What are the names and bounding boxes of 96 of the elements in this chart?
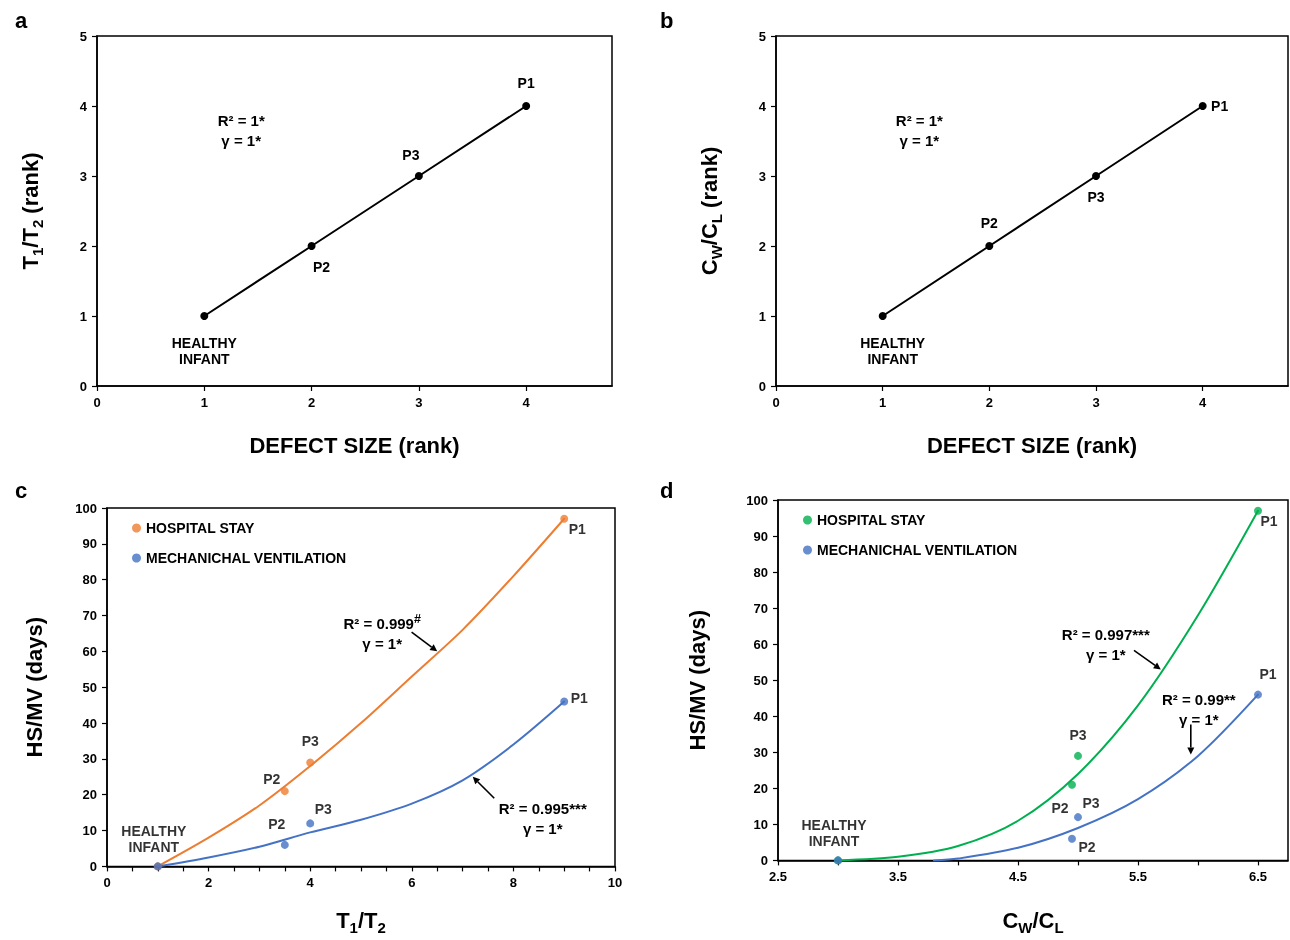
y-tick-label: 30 [753, 744, 768, 760]
legend-label: MECHANICHAL VENTILATION [146, 550, 347, 566]
y-axis-title: CW/CL (rank) [697, 146, 725, 276]
y-tick-label: 50 [753, 672, 768, 688]
y-tick-label: 70 [82, 608, 97, 624]
x-tick-label: 2 [985, 395, 993, 410]
data-label: HEALTHY INFANT [860, 335, 926, 367]
y-tick-label: 20 [82, 787, 97, 803]
y-tick-label: 2 [79, 238, 87, 254]
data-label: P2 [1051, 799, 1069, 816]
x-tick-label: 0 [772, 395, 780, 410]
y-tick-label: 2 [758, 238, 766, 254]
x-tick-label: 8 [509, 875, 518, 891]
legend-label: HOSPITAL STAY [817, 512, 927, 528]
y-tick-label: 5 [758, 28, 766, 44]
x-tick-label: 1 [200, 395, 208, 410]
x-tick-label: 2.5 [768, 869, 788, 885]
y-tick-label: 60 [753, 636, 768, 652]
chart-title: b [660, 7, 674, 33]
data-label: P1 [1260, 512, 1278, 529]
data-label: P2 [263, 771, 281, 788]
y-tick-label: 3 [79, 168, 87, 184]
y-tick-label: 4 [758, 98, 767, 114]
data-label: P3 [1069, 726, 1087, 743]
y-tick-label: 100 [746, 492, 768, 508]
y-tick-label: 50 [82, 679, 97, 695]
x-tick-label: 6.5 [1248, 869, 1268, 885]
y-tick-label: 30 [82, 751, 97, 767]
x-tick-label: 2 [307, 395, 316, 410]
x-tick-label: 4 [1199, 395, 1208, 410]
y-tick-label: 10 [753, 816, 768, 832]
y-tick-label: 80 [753, 564, 768, 580]
y-tick-label: 80 [82, 572, 97, 588]
y-axis-title: HS/MV (days) [684, 609, 710, 751]
chart-title: d [660, 477, 674, 503]
data-label: P2 [313, 259, 331, 275]
legend-label: MECHANICHAL VENTILATION [817, 542, 1018, 558]
data-label: P1 [570, 689, 588, 706]
data-label: HEALTHY INFANT [121, 823, 187, 856]
x-tick-label: 4.5 [1008, 869, 1028, 885]
annotation: R² = 1* γ = 1* [217, 110, 265, 151]
annotation: R² = 0.99** γ = 1* [1161, 690, 1236, 731]
data-label: P2 [1078, 838, 1096, 855]
y-tick-label: 100 [75, 500, 97, 516]
y-tick-label: 70 [753, 600, 768, 616]
chart-title: c [15, 477, 28, 503]
annotation: R² = 0.995*** γ = 1* [498, 798, 587, 839]
chart-title: a [15, 7, 28, 33]
y-tick-label: 5 [79, 28, 87, 44]
y-tick-label: 60 [82, 643, 97, 659]
x-axis-title: DEFECT SIZE (rank) [926, 432, 1138, 458]
x-tick-label: 3.5 [888, 869, 908, 885]
y-axis-title: T1/T2 (rank) [18, 152, 46, 270]
x-tick-label: 2 [204, 875, 213, 891]
data-label: P1 [517, 75, 535, 91]
x-tick-label: 3 [415, 395, 423, 410]
y-tick-label: 20 [753, 780, 768, 796]
y-tick-label: 3 [758, 168, 766, 184]
x-tick-label: 4 [306, 875, 315, 891]
y-tick-label: 1 [79, 308, 87, 324]
y-tick-label: 4 [79, 98, 88, 114]
y-tick-label: 0 [760, 852, 768, 868]
x-tick-label: 5.5 [1128, 869, 1148, 885]
data-label: P3 [1087, 189, 1105, 205]
y-tick-label: 10 [82, 823, 97, 839]
data-label: P2 [980, 215, 999, 231]
x-tick-label: 1 [879, 395, 887, 410]
data-label: P1 [1211, 98, 1229, 114]
data-label: P1 [1259, 665, 1277, 682]
x-tick-label: 3 [1092, 395, 1100, 410]
y-tick-label: 0 [758, 378, 766, 394]
y-tick-label: 1 [758, 308, 766, 324]
y-tick-label: 90 [753, 528, 768, 544]
data-label: P2 [268, 815, 286, 832]
data-label: P3 [301, 733, 319, 750]
x-tick-label: 0 [103, 875, 111, 891]
y-tick-label: 0 [79, 378, 87, 394]
x-tick-label: 6 [408, 875, 416, 891]
data-label: P1 [568, 520, 586, 537]
y-tick-label: 40 [82, 715, 97, 731]
x-tick-label: 10 [607, 875, 623, 891]
data-label: P3 [402, 147, 420, 163]
legend-label: HOSPITAL STAY [146, 520, 256, 536]
data-label: HEALTHY INFANT [171, 335, 238, 367]
y-tick-label: 0 [89, 858, 97, 874]
data-label: P3 [314, 801, 332, 818]
annotation: R² = 1* γ = 1* [895, 110, 943, 151]
annotation: R² = 0.999$^{#}$ γ = 1* [343, 610, 421, 654]
x-axis-title: DEFECT SIZE (rank) [249, 432, 460, 458]
data-label: P3 [1082, 795, 1100, 812]
data-label: HEALTHY INFANT [801, 817, 868, 850]
y-tick-label: 90 [82, 536, 97, 552]
x-tick-label: 4 [522, 395, 531, 410]
annotation: R² = 0.997*** γ = 1* [1061, 625, 1150, 666]
y-axis-title: HS/MV (days) [21, 616, 47, 758]
y-tick-label: 40 [753, 708, 768, 724]
